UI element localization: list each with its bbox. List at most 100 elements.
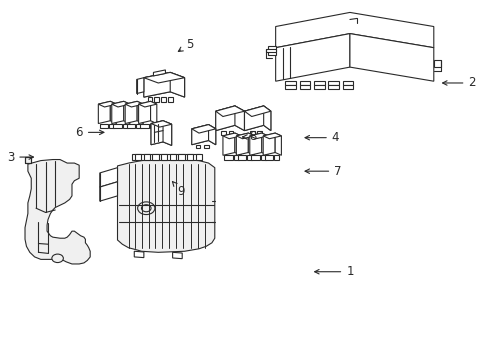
Polygon shape bbox=[248, 133, 254, 155]
Polygon shape bbox=[264, 155, 273, 159]
Polygon shape bbox=[285, 85, 295, 89]
Polygon shape bbox=[172, 252, 182, 259]
Polygon shape bbox=[249, 133, 261, 155]
Polygon shape bbox=[112, 101, 130, 107]
Polygon shape bbox=[221, 131, 226, 135]
Polygon shape bbox=[299, 85, 309, 89]
Text: 8: 8 bbox=[242, 130, 256, 143]
Text: 7: 7 bbox=[305, 165, 341, 178]
Polygon shape bbox=[169, 154, 176, 159]
Polygon shape bbox=[147, 97, 152, 102]
Polygon shape bbox=[234, 133, 241, 155]
Polygon shape bbox=[138, 101, 150, 123]
Text: 6: 6 bbox=[75, 126, 103, 139]
Circle shape bbox=[141, 205, 151, 212]
Polygon shape bbox=[100, 168, 117, 187]
Polygon shape bbox=[149, 123, 154, 128]
Polygon shape bbox=[195, 154, 202, 159]
Polygon shape bbox=[223, 133, 234, 155]
Polygon shape bbox=[167, 97, 172, 102]
Circle shape bbox=[52, 254, 63, 262]
Polygon shape bbox=[275, 33, 349, 81]
Polygon shape bbox=[228, 131, 233, 135]
Polygon shape bbox=[117, 159, 214, 252]
Polygon shape bbox=[224, 155, 232, 159]
Polygon shape bbox=[299, 81, 309, 85]
Polygon shape bbox=[342, 85, 352, 89]
Polygon shape bbox=[178, 154, 184, 159]
Polygon shape bbox=[163, 121, 171, 145]
Polygon shape bbox=[263, 106, 270, 131]
Polygon shape bbox=[223, 133, 241, 139]
Polygon shape bbox=[263, 133, 281, 139]
Polygon shape bbox=[208, 125, 215, 145]
Polygon shape bbox=[244, 106, 270, 117]
Polygon shape bbox=[134, 251, 143, 258]
Text: 1: 1 bbox=[314, 265, 353, 278]
Polygon shape bbox=[138, 101, 157, 107]
Polygon shape bbox=[152, 154, 159, 159]
Polygon shape bbox=[143, 72, 184, 97]
Polygon shape bbox=[109, 123, 114, 128]
Polygon shape bbox=[191, 125, 208, 145]
Text: 9: 9 bbox=[172, 181, 184, 198]
Polygon shape bbox=[274, 155, 279, 159]
Polygon shape bbox=[135, 154, 141, 159]
Polygon shape bbox=[275, 12, 433, 48]
Polygon shape bbox=[250, 131, 255, 135]
Polygon shape bbox=[143, 154, 150, 159]
Polygon shape bbox=[236, 133, 248, 155]
Polygon shape bbox=[342, 81, 352, 85]
Polygon shape bbox=[313, 81, 324, 85]
Polygon shape bbox=[433, 60, 440, 67]
Polygon shape bbox=[161, 97, 165, 102]
Polygon shape bbox=[233, 155, 238, 159]
Polygon shape bbox=[234, 106, 244, 131]
Polygon shape bbox=[132, 154, 200, 159]
Polygon shape bbox=[260, 155, 265, 159]
Polygon shape bbox=[247, 155, 252, 159]
Polygon shape bbox=[236, 133, 254, 139]
Polygon shape bbox=[313, 85, 324, 89]
Polygon shape bbox=[123, 101, 130, 123]
Polygon shape bbox=[244, 106, 270, 131]
Polygon shape bbox=[195, 145, 200, 148]
Text: 2: 2 bbox=[442, 76, 475, 90]
Polygon shape bbox=[191, 125, 215, 133]
Polygon shape bbox=[170, 72, 184, 97]
Polygon shape bbox=[143, 72, 170, 97]
Polygon shape bbox=[215, 106, 244, 117]
Circle shape bbox=[137, 202, 155, 215]
Polygon shape bbox=[257, 131, 262, 135]
Polygon shape bbox=[110, 101, 116, 123]
Polygon shape bbox=[237, 155, 246, 159]
Polygon shape bbox=[126, 123, 135, 128]
Polygon shape bbox=[113, 123, 122, 128]
Polygon shape bbox=[263, 133, 275, 155]
Polygon shape bbox=[98, 101, 116, 107]
Polygon shape bbox=[125, 101, 137, 123]
Text: 4: 4 bbox=[305, 131, 339, 144]
Polygon shape bbox=[136, 123, 141, 128]
Polygon shape bbox=[186, 154, 193, 159]
Polygon shape bbox=[151, 121, 171, 145]
Polygon shape bbox=[161, 154, 167, 159]
Polygon shape bbox=[265, 49, 275, 52]
Polygon shape bbox=[249, 133, 267, 139]
Polygon shape bbox=[261, 133, 267, 155]
Polygon shape bbox=[349, 33, 433, 81]
Polygon shape bbox=[151, 121, 171, 127]
Text: 3: 3 bbox=[7, 150, 33, 163]
Polygon shape bbox=[285, 81, 295, 85]
Bar bbox=[25, 157, 31, 163]
Polygon shape bbox=[122, 123, 127, 128]
Polygon shape bbox=[268, 46, 275, 55]
Polygon shape bbox=[100, 123, 108, 128]
Polygon shape bbox=[328, 85, 338, 89]
Polygon shape bbox=[98, 101, 110, 123]
Polygon shape bbox=[244, 106, 263, 131]
Polygon shape bbox=[112, 101, 123, 123]
Polygon shape bbox=[25, 159, 90, 264]
Polygon shape bbox=[251, 155, 259, 159]
Polygon shape bbox=[154, 97, 159, 102]
